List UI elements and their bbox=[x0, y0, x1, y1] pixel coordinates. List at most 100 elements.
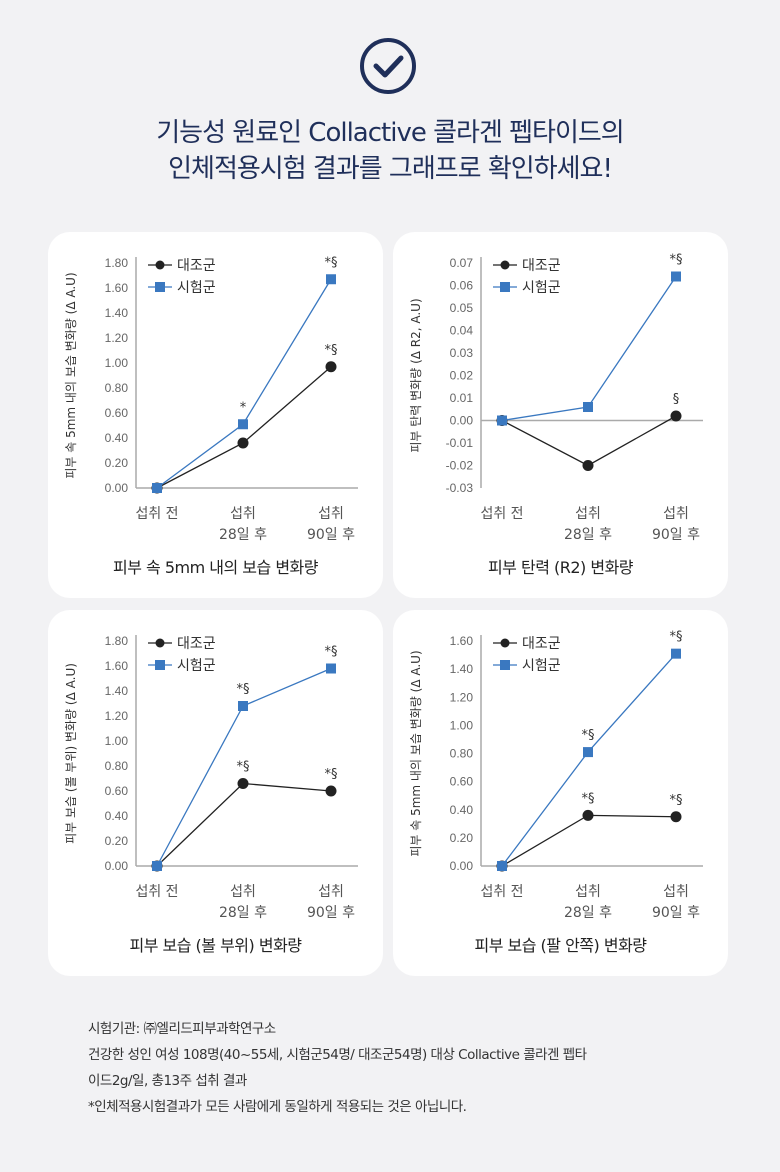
x-tick-label: 섭취 bbox=[663, 884, 689, 900]
headline-line-1: 기능성 원료인 Collactive 콜라겐 펩타이드의 bbox=[156, 118, 624, 148]
y-tick-label: 0.00 bbox=[450, 859, 474, 873]
x-tick-label: 90일 후 bbox=[652, 527, 700, 543]
chart-card-4: 1.60 1.40 1.20 1.00 0.80 0.60 0.40 0.20 0.00 피부 속… bbox=[393, 610, 728, 976]
legend-control-marker bbox=[155, 260, 165, 270]
y-tick-label: -0.03 bbox=[446, 481, 474, 495]
y-tick-label: 1.00 bbox=[450, 718, 474, 732]
significance-label: *§ bbox=[670, 793, 683, 808]
footer-subjects: 건강한 성인 여성 108명(40~55세, 시험군54명/ 대조군54명) 대… bbox=[88, 1047, 587, 1063]
chart-title: 피부 속 5mm 내의 보습 변화량 bbox=[113, 558, 318, 577]
y-tick-label: 1.40 bbox=[105, 684, 129, 698]
significance-label: *§ bbox=[582, 728, 595, 743]
y-tick-label: 0.03 bbox=[450, 346, 474, 360]
chart-title: 피부 보습 (볼 부위) 변화량 bbox=[129, 936, 302, 955]
legend-test-marker bbox=[155, 282, 165, 292]
test-point bbox=[238, 701, 248, 711]
test-point bbox=[152, 483, 162, 493]
series-line-test bbox=[156, 278, 332, 489]
chart-1: 1.80 1.60 1.40 1.20 1.00 0.80 0.60 0.40 0.20 0.00… bbox=[64, 255, 358, 543]
y-tick-label: 0.06 bbox=[450, 279, 474, 293]
significance-label: *§ bbox=[237, 760, 250, 775]
y-tick-label: 0.40 bbox=[450, 803, 474, 817]
series-line-control bbox=[501, 814, 677, 867]
test-point bbox=[152, 861, 162, 871]
x-tick-label: 섭취 전 bbox=[135, 884, 178, 900]
y-axis-label: 피부 보습 (볼 부위) 변화량 (Δ A.U) bbox=[64, 663, 78, 844]
control-point bbox=[582, 809, 594, 821]
test-point bbox=[583, 402, 593, 412]
y-tick-label: 0.01 bbox=[450, 391, 474, 405]
y-tick-label: 1.40 bbox=[105, 306, 129, 320]
significance-label: *§ bbox=[582, 791, 595, 806]
test-point bbox=[326, 274, 336, 285]
y-tick-label: 0.20 bbox=[105, 456, 129, 470]
x-tick-label: 섭취 bbox=[575, 884, 601, 900]
y-tick-label: 1.80 bbox=[105, 256, 129, 270]
legend-test-label: 시험군 bbox=[522, 658, 561, 674]
significance-label: *§ bbox=[325, 343, 338, 358]
legend-control-label: 대조군 bbox=[522, 636, 561, 652]
chart-3: 1.80 1.60 1.40 1.20 1.00 0.80 0.60 0.40 0.20 0.00… bbox=[64, 634, 358, 921]
x-tick-label: 섭취 bbox=[318, 506, 344, 522]
x-tick-label: 90일 후 bbox=[307, 527, 355, 543]
x-tick-label: 섭취 bbox=[230, 884, 256, 900]
control-point bbox=[670, 410, 682, 422]
chart-2: 0.07 0.06 0.05 0.04 0.03 0.02 0.01 0.00 -0.01 -0.… bbox=[409, 253, 703, 543]
y-tick-label: 1.40 bbox=[450, 662, 474, 676]
y-axis-label: 피부 속 5mm 내의 보습 변화량 (Δ A.U) bbox=[409, 650, 423, 856]
legend-control-label: 대조군 bbox=[177, 258, 216, 274]
check-circle-icon bbox=[360, 38, 416, 94]
x-tick-label: 90일 후 bbox=[307, 905, 355, 921]
test-point bbox=[326, 663, 336, 674]
y-tick-label: 0.60 bbox=[105, 784, 129, 798]
legend-test-marker bbox=[500, 660, 510, 670]
significance-label: *§ bbox=[237, 682, 250, 697]
y-tick-label: 1.20 bbox=[450, 690, 474, 704]
y-tick-label: -0.01 bbox=[446, 436, 474, 450]
y-tick-label: 0.04 bbox=[450, 324, 474, 338]
y-tick-label: 0.20 bbox=[105, 834, 129, 848]
y-tick-label: 0.20 bbox=[450, 831, 474, 845]
footer-dosage: 이드2g/일, 총13주 섭취 결과 bbox=[88, 1073, 247, 1089]
legend-control-marker bbox=[155, 638, 165, 648]
x-tick-label: 28일 후 bbox=[219, 527, 267, 543]
y-tick-label: 0.60 bbox=[105, 406, 129, 420]
test-point bbox=[497, 861, 507, 871]
footer-institution: 시험기관: ㈜엘리드피부과학연구소 bbox=[88, 1021, 276, 1037]
x-tick-label: 섭취 bbox=[318, 884, 344, 900]
footer-disclaimer: *인체적용시험결과가 모든 사람에게 동일하게 적용되는 것은 아닙니다. bbox=[88, 1099, 467, 1115]
y-axis-label: 피부 탄력 변화량 (Δ R2, A.U) bbox=[409, 298, 423, 452]
chart-4: 1.60 1.40 1.20 1.00 0.80 0.60 0.40 0.20 0.00 피부 속… bbox=[409, 630, 703, 921]
y-tick-label: 0.02 bbox=[450, 369, 474, 383]
legend-control-label: 대조군 bbox=[177, 636, 216, 652]
y-tick-label: 0.60 bbox=[450, 775, 474, 789]
test-point bbox=[238, 419, 248, 430]
x-tick-label: 28일 후 bbox=[564, 905, 612, 921]
series-line-test bbox=[501, 653, 677, 867]
y-tick-label: 1.60 bbox=[105, 659, 129, 673]
chart-title: 피부 탄력 (R2) 변화량 bbox=[487, 558, 634, 577]
test-point bbox=[671, 271, 681, 282]
y-tick-label: 1.60 bbox=[105, 281, 129, 295]
chart-title: 피부 보습 (팔 안쪽) 변화량 bbox=[474, 936, 647, 955]
legend-test-marker bbox=[500, 282, 510, 292]
x-tick-label: 28일 후 bbox=[564, 527, 612, 543]
y-tick-label: 0.40 bbox=[105, 431, 129, 445]
y-tick-label: 0.00 bbox=[105, 859, 129, 873]
legend-test-marker bbox=[155, 660, 165, 670]
y-tick-label: 1.00 bbox=[105, 734, 129, 748]
y-tick-label: 0.05 bbox=[450, 301, 474, 315]
x-tick-label: 섭취 전 bbox=[135, 506, 178, 522]
significance-label: *§ bbox=[325, 255, 338, 270]
series-line-control bbox=[156, 782, 332, 867]
y-tick-label: 0.40 bbox=[105, 809, 129, 823]
series-line-test bbox=[501, 276, 677, 422]
control-point bbox=[582, 460, 594, 471]
control-point bbox=[670, 811, 682, 823]
y-tick-label: 1.60 bbox=[450, 634, 474, 648]
x-tick-label: 28일 후 bbox=[219, 905, 267, 921]
series-line-control bbox=[501, 415, 677, 467]
significance-label: *§ bbox=[325, 767, 338, 782]
significance-label: *§ bbox=[670, 253, 683, 268]
